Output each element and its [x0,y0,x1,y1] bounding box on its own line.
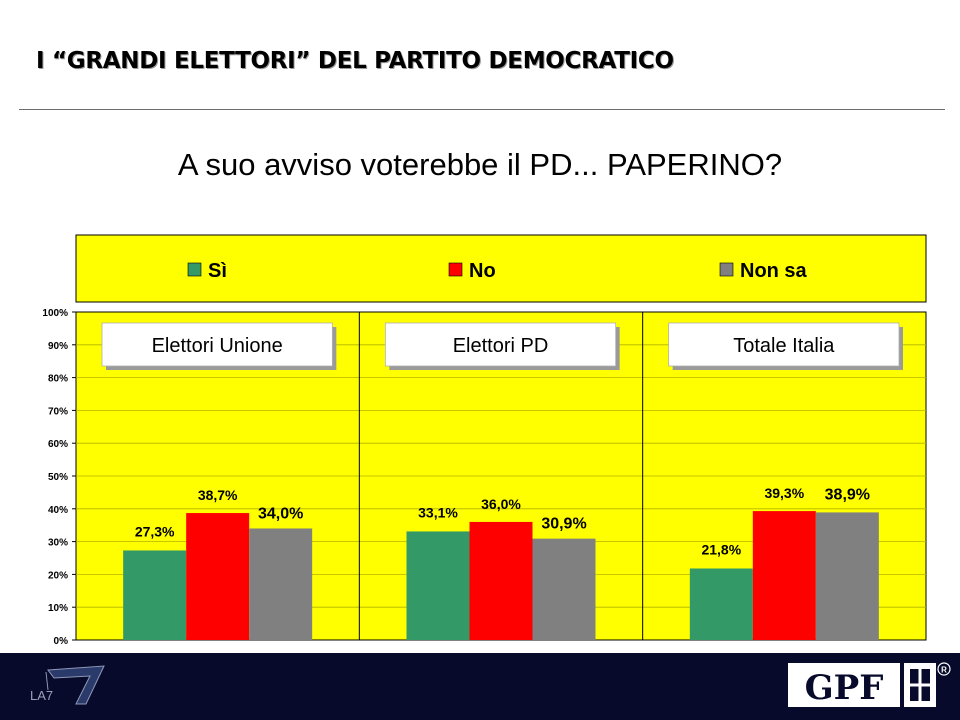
legend-label-no: No [469,260,496,282]
category-label-elettori-unione: Elettori Unione [152,335,283,357]
category-box [668,322,900,367]
gpf-logo-plate [788,663,900,707]
legend-swatch-si [187,262,202,277]
y-tick-label: 40% [48,505,68,516]
data-label-si-elettori-unione: 27,3% [135,523,175,539]
y-tick-label: 10% [48,603,68,614]
bar-non-sa-elettori-pd [532,538,596,640]
y-tick-label: 90% [48,341,68,352]
la7-seven-shape [47,665,105,705]
y-tick-label: 50% [48,472,68,483]
gpf-logo-letters: GPF [805,668,884,708]
data-label-si-elettori-pd: 33,1% [418,504,458,520]
bar-no-totale-italia [752,511,816,640]
legend-swatch-non-sa [719,262,734,277]
legend-swatch-no [448,262,463,277]
y-tick-label: 30% [48,538,68,549]
y-tick-label: 20% [48,570,68,581]
y-tick-label: 0% [54,636,69,647]
bar-non-sa-totale-italia [815,512,879,640]
legend-box [75,234,927,303]
bar-chart: Sì No Non sa 0% 10% 20% 30% 40% 50% 60% 70% 80% 90% 1… [42,234,927,647]
data-label-no-elettori-unione: 38,7% [198,487,238,503]
registered-mark-letter: R [941,666,947,675]
y-tick-label: 60% [48,439,68,450]
category-label-totale-italia: Totale Italia [733,335,835,357]
legend-label-non-sa: Non sa [740,260,808,282]
y-tick-label: 70% [48,406,68,417]
data-label-non-sa-elettori-pd: 30,9% [541,516,586,533]
bar-no-elettori-pd [469,521,533,640]
y-tick-label: 80% [48,374,68,385]
la7-logo: LA7 [30,665,105,705]
bar-non-sa-elettori-unione [249,528,313,640]
data-label-no-elettori-pd: 36,0% [481,496,521,512]
legend-label-si: Sì [208,260,227,282]
bar-no-elettori-unione [186,513,250,640]
slide-title: I “GRANDI ELETTORI” DEL PARTITO DEMOCRAT… [36,48,674,74]
chart-question: A suo avviso voterebbe il PD... PAPERINO… [177,147,783,182]
data-label-non-sa-elettori-unione: 34,0% [258,505,303,522]
registered-mark [937,662,951,676]
data-label-non-sa-totale-italia: 38,9% [825,486,870,503]
gpf-logo: GPF R [788,662,951,708]
data-label-no-totale-italia: 39,3% [764,485,804,501]
category-box [384,322,617,367]
data-label-si-totale-italia: 21,8% [701,541,741,557]
category-label-elettori-pd: Elettori PD [453,335,549,357]
bar-si-elettori-pd [406,531,470,640]
la7-logo-stroke [45,671,49,691]
y-tick-label: 100% [42,308,68,319]
title-divider [19,109,945,110]
category-box [101,322,333,367]
la7-logo-letters: LA7 [30,688,53,703]
bar-si-totale-italia [689,568,753,640]
bar-si-elettori-unione [123,550,187,640]
